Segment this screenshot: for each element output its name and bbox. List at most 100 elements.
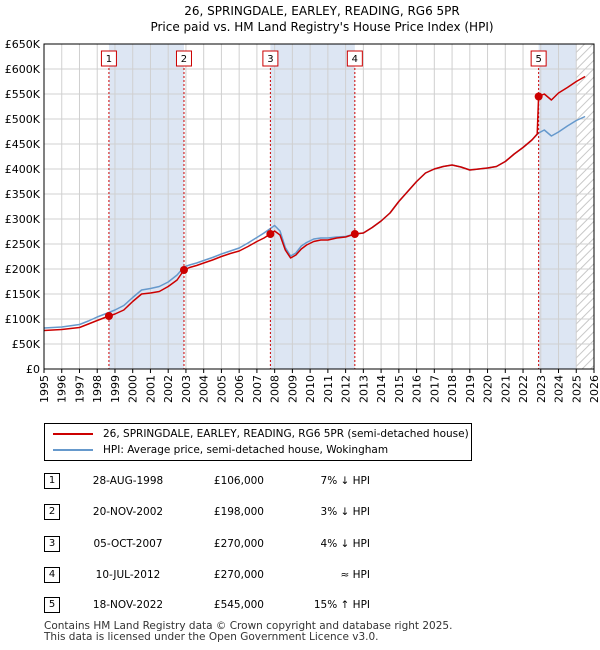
table-row: 5 18-NOV-2022 £545,000 15% ↑ HPI <box>44 596 584 614</box>
sale-hpi-comparison: 15% ↑ HPI <box>313 599 370 611</box>
sale-point <box>179 266 188 274</box>
sale-price: £270,000 <box>213 569 264 581</box>
y-tick-label: £550K <box>5 88 41 101</box>
legend-swatch-hpi <box>53 449 93 451</box>
sale-hpi-comparison: ≈ HPI <box>340 569 370 581</box>
x-tick-label: 1999 <box>109 375 122 403</box>
legend-swatch-property <box>53 433 93 435</box>
footer-line-1: Contains HM Land Registry data © Crown c… <box>44 620 453 632</box>
sale-hpi-comparison: 3% ↓ HPI <box>320 506 370 518</box>
x-tick-label: 2005 <box>215 375 228 403</box>
x-tick-label: 2008 <box>269 375 282 403</box>
x-tick-label: 1996 <box>56 375 69 403</box>
y-tick-label: £250K <box>5 238 41 251</box>
sale-marker-label: 2 <box>181 54 187 65</box>
x-tick-label: 2003 <box>180 375 193 403</box>
ownership-shade <box>270 44 355 369</box>
sale-number-badge: 1 <box>44 473 60 489</box>
sale-price: £198,000 <box>213 506 264 518</box>
x-tick-label: 2015 <box>393 375 406 403</box>
sale-point <box>350 230 359 238</box>
x-tick-label: 2014 <box>375 375 388 403</box>
legend-label-property: 26, SPRINGDALE, EARLEY, READING, RG6 5PR… <box>103 428 469 440</box>
sale-point <box>266 230 275 238</box>
table-row: 1 28-AUG-1998 £106,000 7% ↓ HPI <box>44 472 584 490</box>
sale-price: £270,000 <box>213 538 264 550</box>
sale-marker-label: 3 <box>267 54 273 65</box>
sale-date: 18-NOV-2022 <box>92 599 164 611</box>
plot-frame <box>43 43 595 370</box>
y-tick-label: £100K <box>5 313 41 326</box>
y-tick-label: £200K <box>5 263 41 276</box>
legend-item-hpi: HPI: Average price, semi-detached house,… <box>53 443 388 457</box>
sale-marker-box <box>346 50 363 67</box>
y-tick-label: £400K <box>5 163 41 176</box>
x-tick-label: 2024 <box>553 375 566 403</box>
y-tick-label: £300K <box>5 213 41 226</box>
x-tick-label: 2022 <box>517 375 530 403</box>
table-row: 2 20-NOV-2002 £198,000 3% ↓ HPI <box>44 503 584 521</box>
sale-date: 28-AUG-1998 <box>92 475 164 487</box>
sale-marker-label: 4 <box>352 54 358 65</box>
sale-hpi-comparison: 7% ↓ HPI <box>320 475 370 487</box>
sale-price: £106,000 <box>213 475 264 487</box>
x-tick-label: 2009 <box>286 375 299 403</box>
sale-date: 20-NOV-2002 <box>92 506 164 518</box>
sale-marker-box <box>175 50 192 67</box>
x-tick-label: 2004 <box>198 375 211 403</box>
copyright-footer: Contains HM Land Registry data © Crown c… <box>44 621 452 643</box>
chart-legend: 26, SPRINGDALE, EARLEY, READING, RG6 5PR… <box>44 423 472 461</box>
x-tick-label: 2011 <box>322 375 335 403</box>
x-tick-label: 2017 <box>428 375 441 403</box>
sale-date: 05-OCT-2007 <box>93 538 163 550</box>
sale-number-badge: 2 <box>44 504 60 520</box>
x-tick-label: 2012 <box>340 375 353 403</box>
footer-line-2: This data is licensed under the Open Gov… <box>44 631 379 643</box>
ownership-shade <box>108 44 184 369</box>
x-tick-label: 2021 <box>499 375 512 403</box>
x-tick-label: 2018 <box>446 375 459 403</box>
sale-marker-box <box>262 50 279 67</box>
x-tick-label: 2013 <box>357 375 370 403</box>
legend-item-property: 26, SPRINGDALE, EARLEY, READING, RG6 5PR… <box>53 427 469 441</box>
sale-hpi-comparison: 4% ↓ HPI <box>320 538 370 550</box>
y-tick-label: £150K <box>5 288 41 301</box>
y-tick-label: £0 <box>26 363 40 376</box>
future-hatch <box>576 44 594 369</box>
table-row: 3 05-OCT-2007 £270,000 4% ↓ HPI <box>44 535 584 553</box>
sale-number-badge: 4 <box>44 567 60 583</box>
x-tick-label: 1997 <box>73 375 86 403</box>
y-tick-label: £450K <box>5 138 41 151</box>
sale-marker-box <box>100 50 117 67</box>
sale-marker-label: 1 <box>106 54 112 65</box>
x-tick-label: 2023 <box>535 375 548 403</box>
x-tick-label: 2010 <box>304 375 317 403</box>
y-tick-label: £650K <box>5 38 41 51</box>
chart-title: 26, SPRINGDALE, EARLEY, READING, RG6 5PR <box>184 4 460 18</box>
sale-price: £545,000 <box>213 599 264 611</box>
property-price-line <box>43 75 586 332</box>
x-tick-label: 2019 <box>464 375 477 403</box>
x-tick-label: 2000 <box>127 375 140 403</box>
sale-point <box>104 312 113 320</box>
x-tick-label: 2007 <box>251 375 264 403</box>
ownership-shade <box>538 44 577 369</box>
table-row: 4 10-JUL-2012 £270,000 ≈ HPI <box>44 566 584 584</box>
x-tick-label: 1998 <box>91 375 104 403</box>
x-tick-label: 2001 <box>144 375 157 403</box>
y-tick-label: £350K <box>5 188 41 201</box>
price-chart: 26, SPRINGDALE, EARLEY, READING, RG6 5PR… <box>5 4 600 403</box>
sale-marker-label: 5 <box>535 54 541 65</box>
sale-number-badge: 5 <box>44 597 60 613</box>
x-tick-label: 2026 <box>588 375 600 403</box>
x-tick-label: 2006 <box>233 375 246 403</box>
x-tick-label: 2020 <box>482 375 495 403</box>
y-tick-label: £50K <box>12 338 41 351</box>
x-tick-label: 2025 <box>570 375 583 403</box>
sale-point <box>534 92 543 101</box>
sale-marker-box <box>530 50 547 67</box>
legend-label-hpi: HPI: Average price, semi-detached house,… <box>103 444 389 456</box>
y-tick-label: £500K <box>5 113 41 126</box>
x-tick-label: 2016 <box>411 375 424 403</box>
chart-subtitle: Price paid vs. HM Land Registry's House … <box>150 20 493 34</box>
